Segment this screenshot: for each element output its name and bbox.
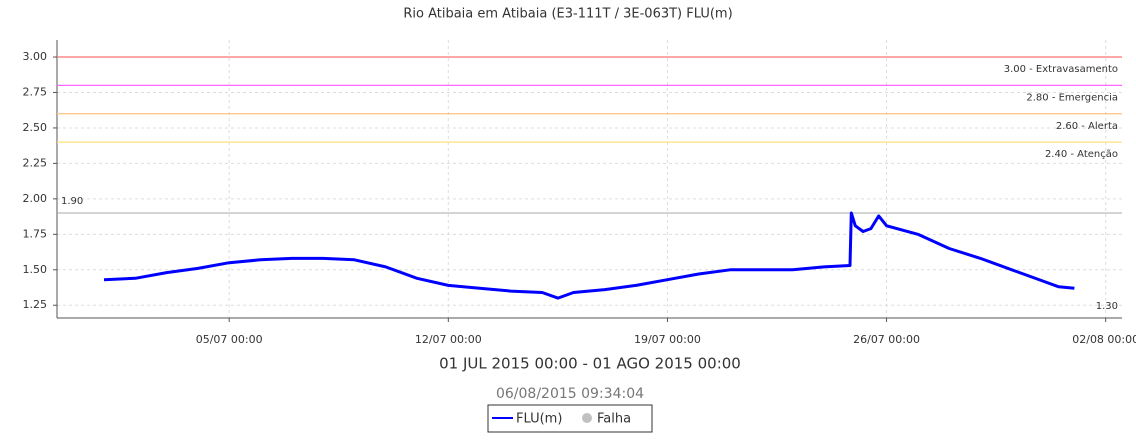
x-tick-label: 26/07 00:00 xyxy=(853,333,920,346)
x-tick-label: 05/07 00:00 xyxy=(196,333,263,346)
chart-title: Rio Atibaia em Atibaia (E3-111T / 3E-063… xyxy=(403,7,732,22)
threshold-label: 2.40 - Atenção xyxy=(1045,149,1118,160)
max-label: 1.90 xyxy=(61,196,83,207)
y-tick-label: 2.25 xyxy=(23,156,48,169)
threshold-label: 2.60 - Alerta xyxy=(1056,121,1118,132)
y-tick-label: 3.00 xyxy=(23,50,48,63)
threshold-label: 3.00 - Extravasamento xyxy=(1004,64,1118,75)
legend-box xyxy=(487,404,653,433)
y-tick-label: 2.50 xyxy=(23,121,48,134)
x-tick-label: 19/07 00:00 xyxy=(634,333,701,346)
y-tick-label: 1.50 xyxy=(23,263,48,276)
x-tick-label: 02/08 00:00 xyxy=(1072,333,1136,346)
y-tick-label: 1.75 xyxy=(23,227,48,240)
legend-swatch xyxy=(582,413,592,423)
timestamp: 06/08/2015 09:34:04 xyxy=(496,386,644,402)
y-tick-label: 1.25 xyxy=(23,298,48,311)
x-tick-label: 12/07 00:00 xyxy=(415,333,482,346)
y-tick-label: 2.75 xyxy=(23,85,48,98)
min-label: 1.30 xyxy=(1096,301,1118,312)
subtitle: 01 JUL 2015 00:00 - 01 AGO 2015 00:00 xyxy=(439,355,741,373)
threshold-label: 2.80 - Emergencia xyxy=(1026,92,1118,103)
legend-label: FLU(m) xyxy=(516,412,562,427)
legend-label: Falha xyxy=(597,412,631,427)
series-line xyxy=(103,211,1075,300)
y-tick-label: 2.00 xyxy=(23,192,48,205)
